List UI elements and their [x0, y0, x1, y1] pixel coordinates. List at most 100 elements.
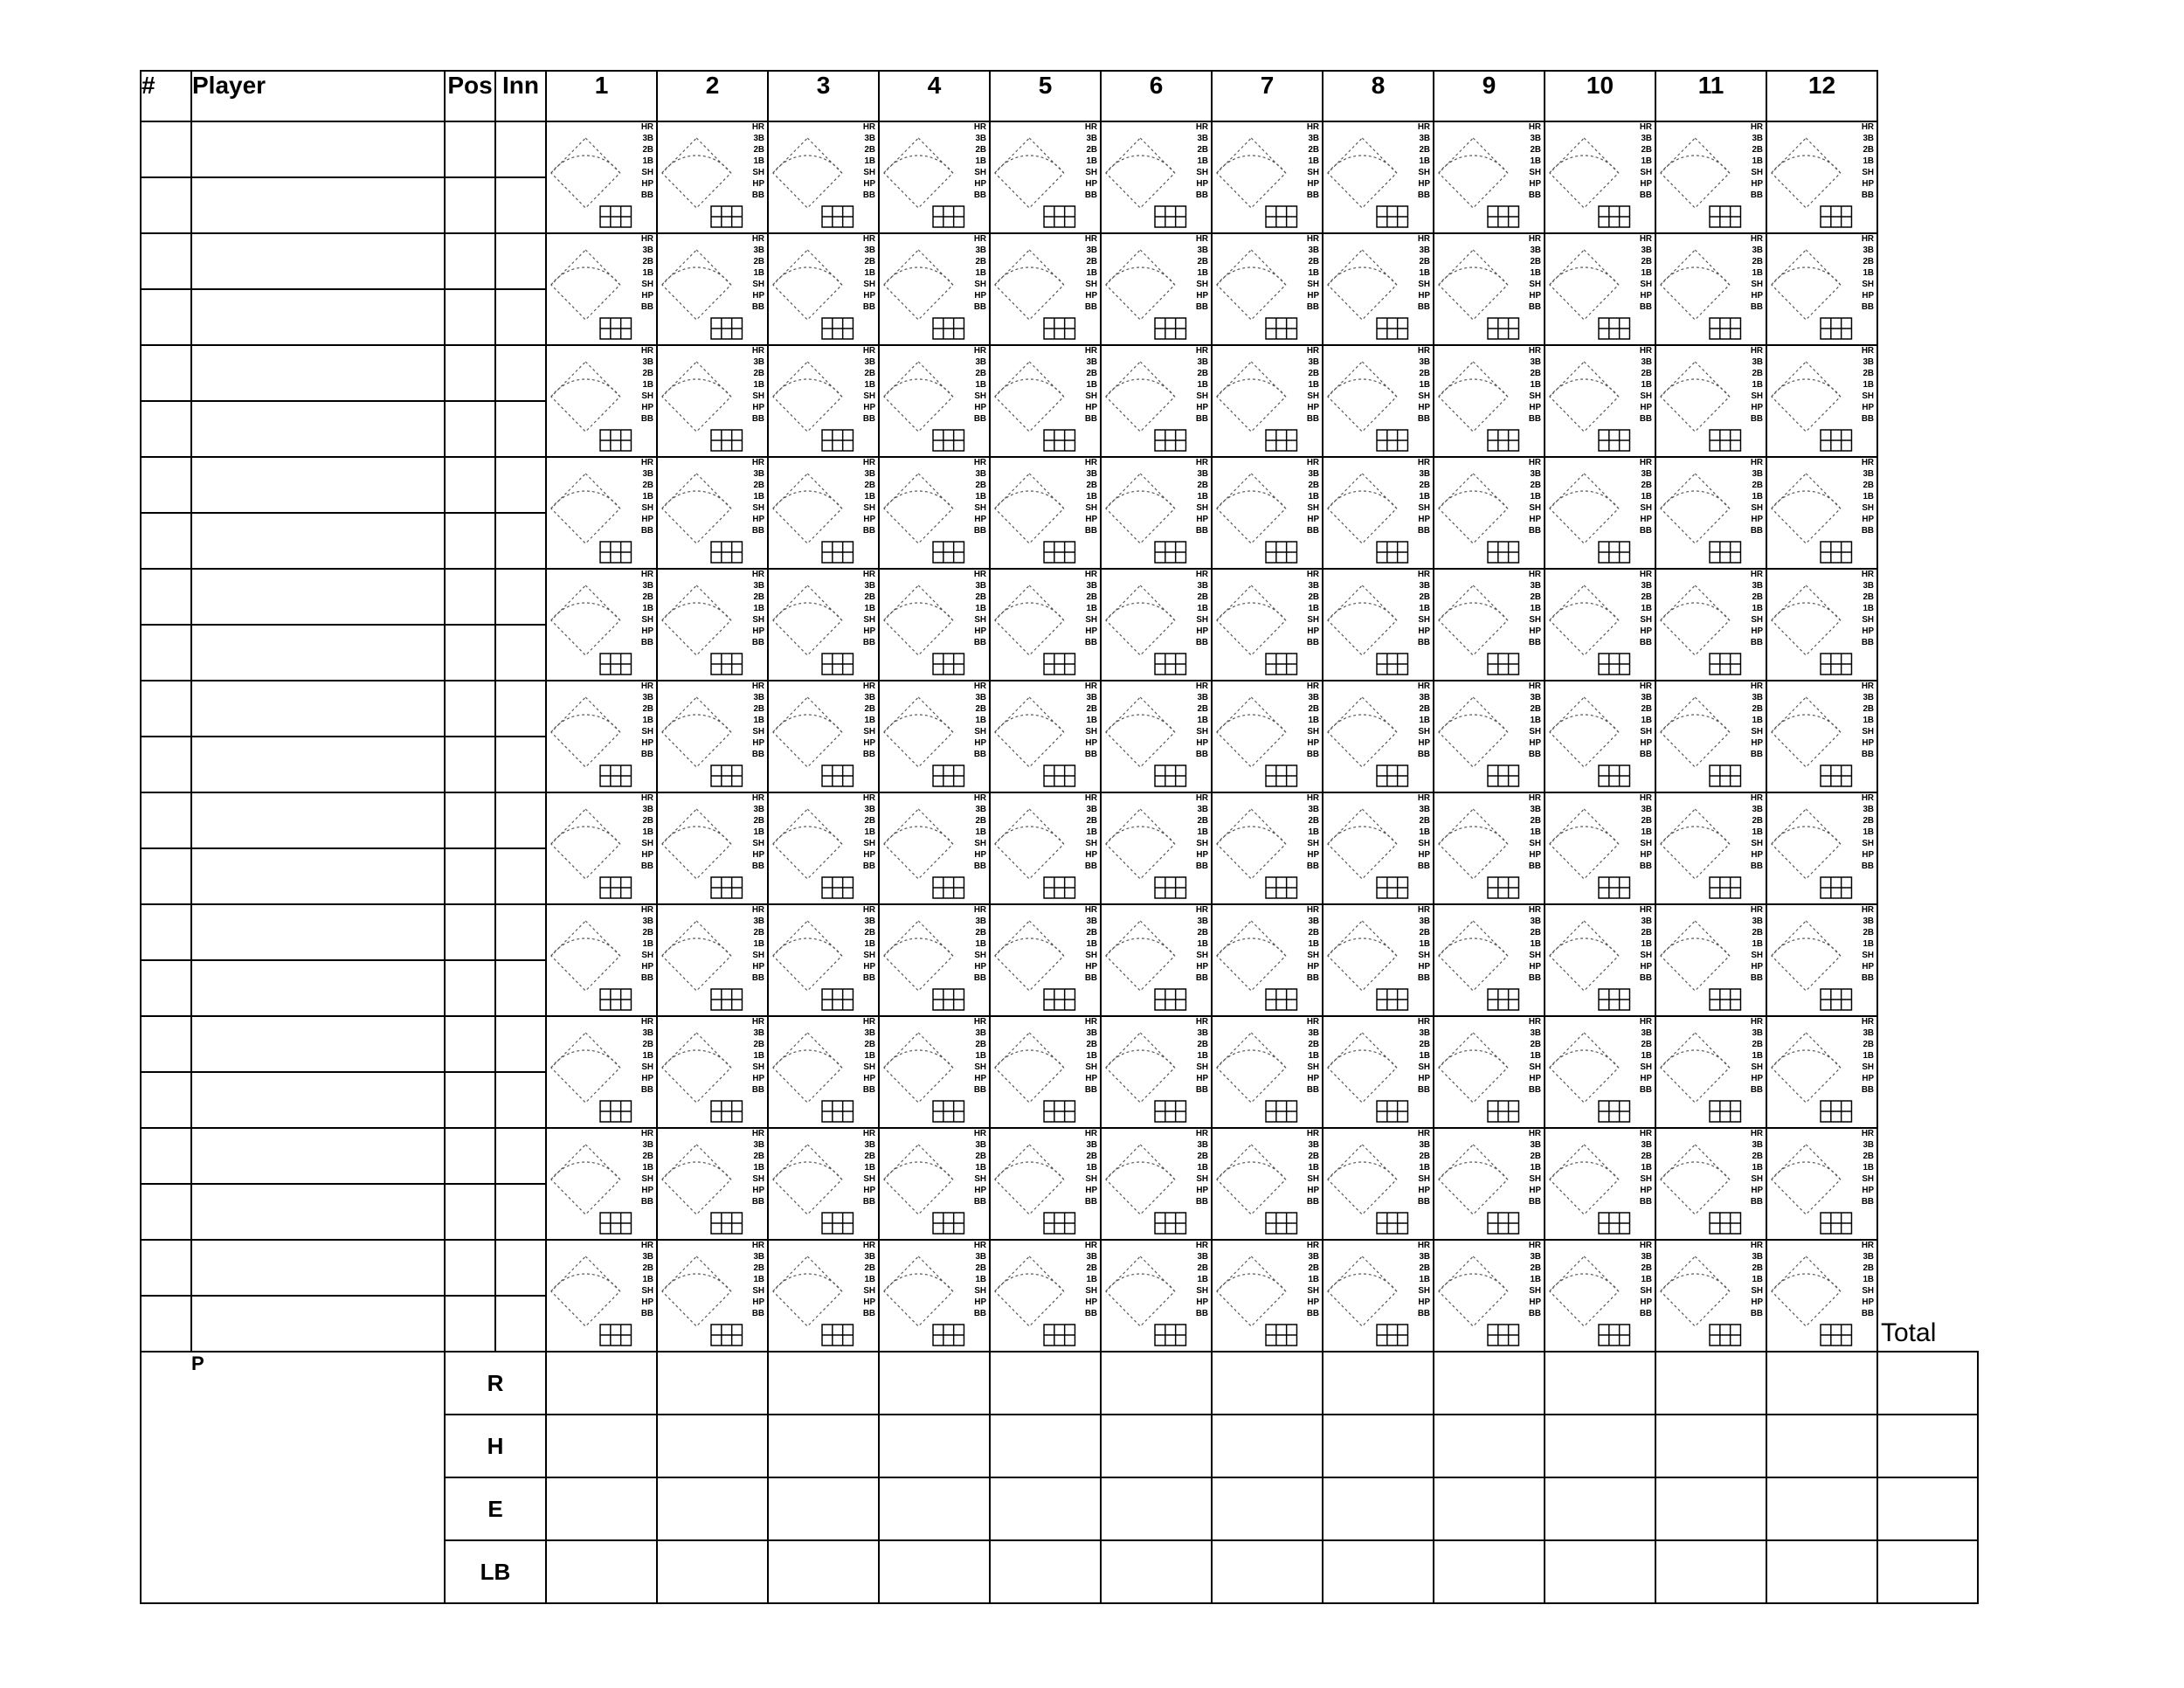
summary-value-cell[interactable] — [1766, 1352, 1877, 1415]
batter-inn-cell[interactable] — [495, 792, 546, 848]
summary-value-cell[interactable] — [1212, 1352, 1323, 1415]
summary-value-cell[interactable] — [990, 1415, 1101, 1477]
batter-inn-cell[interactable] — [495, 1128, 546, 1184]
summary-value-cell[interactable] — [1101, 1477, 1212, 1540]
batter-name-sub-cell[interactable] — [191, 737, 445, 792]
atbat-cell[interactable]: HR3B2B1BSHHPBB — [1212, 1128, 1323, 1240]
atbat-cell[interactable]: HR3B2B1BSHHPBB — [1766, 121, 1877, 233]
atbat-cell[interactable]: HR3B2B1BSHHPBB — [1434, 1240, 1545, 1352]
batter-num-cell[interactable] — [141, 457, 191, 513]
batter-pos-cell[interactable] — [445, 681, 495, 737]
atbat-cell[interactable]: HR3B2B1BSHHPBB — [1434, 233, 1545, 345]
batter-inn-sub-cell[interactable] — [495, 1184, 546, 1240]
summary-value-cell[interactable] — [1323, 1352, 1434, 1415]
batter-pos-cell[interactable] — [445, 345, 495, 401]
atbat-cell[interactable]: HR3B2B1BSHHPBB — [1655, 345, 1766, 457]
batter-num-cell[interactable] — [141, 233, 191, 289]
atbat-cell[interactable]: HR3B2B1BSHHPBB — [1323, 1128, 1434, 1240]
pitcher-num-cell[interactable] — [141, 1352, 191, 1603]
atbat-cell[interactable]: HR3B2B1BSHHPBB — [1655, 792, 1766, 904]
atbat-cell[interactable]: HR3B2B1BSHHPBB — [1101, 121, 1212, 233]
summary-value-cell[interactable] — [879, 1477, 990, 1540]
batter-num-sub-cell[interactable] — [141, 289, 191, 345]
summary-value-cell[interactable] — [1434, 1415, 1545, 1477]
atbat-cell[interactable]: HR3B2B1BSHHPBB — [768, 1016, 879, 1128]
batter-pos-sub-cell[interactable] — [445, 1296, 495, 1352]
batter-num-cell[interactable] — [141, 345, 191, 401]
atbat-cell[interactable]: HR3B2B1BSHHPBB — [1323, 681, 1434, 792]
atbat-cell[interactable]: HR3B2B1BSHHPBB — [879, 345, 990, 457]
atbat-cell[interactable]: HR3B2B1BSHHPBB — [1545, 233, 1655, 345]
atbat-cell[interactable]: HR3B2B1BSHHPBB — [1766, 1016, 1877, 1128]
batter-num-cell[interactable] — [141, 121, 191, 177]
atbat-cell[interactable]: HR3B2B1BSHHPBB — [1323, 345, 1434, 457]
batter-num-sub-cell[interactable] — [141, 625, 191, 681]
batter-name-sub-cell[interactable] — [191, 625, 445, 681]
summary-value-cell[interactable] — [1323, 1540, 1434, 1603]
atbat-cell[interactable]: HR3B2B1BSHHPBB — [657, 569, 768, 681]
atbat-cell[interactable]: HR3B2B1BSHHPBB — [768, 457, 879, 569]
summary-value-cell[interactable] — [1323, 1415, 1434, 1477]
atbat-cell[interactable]: HR3B2B1BSHHPBB — [768, 345, 879, 457]
atbat-cell[interactable]: HR3B2B1BSHHPBB — [1434, 1016, 1545, 1128]
summary-value-cell[interactable] — [546, 1352, 657, 1415]
summary-value-cell[interactable] — [990, 1540, 1101, 1603]
batter-pos-cell[interactable] — [445, 1240, 495, 1296]
atbat-cell[interactable]: HR3B2B1BSHHPBB — [879, 904, 990, 1016]
batter-pos-sub-cell[interactable] — [445, 401, 495, 457]
atbat-cell[interactable]: HR3B2B1BSHHPBB — [1655, 1128, 1766, 1240]
atbat-cell[interactable]: HR3B2B1BSHHPBB — [1101, 1240, 1212, 1352]
summary-value-cell[interactable] — [1101, 1352, 1212, 1415]
atbat-cell[interactable]: HR3B2B1BSHHPBB — [879, 792, 990, 904]
atbat-cell[interactable]: HR3B2B1BSHHPBB — [1655, 1240, 1766, 1352]
atbat-cell[interactable]: HR3B2B1BSHHPBB — [1766, 1240, 1877, 1352]
atbat-cell[interactable]: HR3B2B1BSHHPBB — [1212, 121, 1323, 233]
atbat-cell[interactable]: HR3B2B1BSHHPBB — [1655, 1016, 1766, 1128]
summary-value-cell[interactable] — [990, 1477, 1101, 1540]
atbat-cell[interactable]: HR3B2B1BSHHPBB — [990, 1240, 1101, 1352]
summary-value-cell[interactable] — [879, 1415, 990, 1477]
atbat-cell[interactable]: HR3B2B1BSHHPBB — [1323, 792, 1434, 904]
batter-num-cell[interactable] — [141, 569, 191, 625]
atbat-cell[interactable]: HR3B2B1BSHHPBB — [1545, 457, 1655, 569]
atbat-cell[interactable]: HR3B2B1BSHHPBB — [990, 1016, 1101, 1128]
batter-pos-cell[interactable] — [445, 121, 495, 177]
atbat-cell[interactable]: HR3B2B1BSHHPBB — [1212, 457, 1323, 569]
atbat-cell[interactable]: HR3B2B1BSHHPBB — [879, 233, 990, 345]
batter-inn-sub-cell[interactable] — [495, 737, 546, 792]
atbat-cell[interactable]: HR3B2B1BSHHPBB — [1766, 457, 1877, 569]
atbat-cell[interactable]: HR3B2B1BSHHPBB — [1655, 569, 1766, 681]
atbat-cell[interactable]: HR3B2B1BSHHPBB — [1101, 569, 1212, 681]
atbat-cell[interactable]: HR3B2B1BSHHPBB — [879, 457, 990, 569]
atbat-cell[interactable]: HR3B2B1BSHHPBB — [990, 792, 1101, 904]
atbat-cell[interactable]: HR3B2B1BSHHPBB — [1212, 233, 1323, 345]
atbat-cell[interactable]: HR3B2B1BSHHPBB — [1545, 121, 1655, 233]
summary-value-cell[interactable] — [657, 1540, 768, 1603]
atbat-cell[interactable]: HR3B2B1BSHHPBB — [1434, 792, 1545, 904]
atbat-cell[interactable]: HR3B2B1BSHHPBB — [546, 569, 657, 681]
atbat-cell[interactable]: HR3B2B1BSHHPBB — [657, 457, 768, 569]
batter-name-cell[interactable] — [191, 792, 445, 848]
atbat-cell[interactable]: HR3B2B1BSHHPBB — [1434, 345, 1545, 457]
summary-value-cell[interactable] — [546, 1415, 657, 1477]
batter-name-sub-cell[interactable] — [191, 1296, 445, 1352]
batter-name-sub-cell[interactable] — [191, 960, 445, 1016]
atbat-cell[interactable]: HR3B2B1BSHHPBB — [1101, 1128, 1212, 1240]
summary-value-cell[interactable] — [546, 1477, 657, 1540]
batter-inn-cell[interactable] — [495, 233, 546, 289]
atbat-cell[interactable]: HR3B2B1BSHHPBB — [1655, 681, 1766, 792]
batter-inn-cell[interactable] — [495, 681, 546, 737]
atbat-cell[interactable]: HR3B2B1BSHHPBB — [768, 1240, 879, 1352]
summary-value-cell[interactable] — [1545, 1540, 1655, 1603]
batter-num-cell[interactable] — [141, 1128, 191, 1184]
atbat-cell[interactable]: HR3B2B1BSHHPBB — [768, 1128, 879, 1240]
batter-pos-sub-cell[interactable] — [445, 1072, 495, 1128]
atbat-cell[interactable]: HR3B2B1BSHHPBB — [1101, 681, 1212, 792]
atbat-cell[interactable]: HR3B2B1BSHHPBB — [1323, 457, 1434, 569]
atbat-cell[interactable]: HR3B2B1BSHHPBB — [1101, 904, 1212, 1016]
batter-inn-sub-cell[interactable] — [495, 289, 546, 345]
atbat-cell[interactable]: HR3B2B1BSHHPBB — [657, 345, 768, 457]
summary-value-cell[interactable] — [768, 1352, 879, 1415]
atbat-cell[interactable]: HR3B2B1BSHHPBB — [1766, 233, 1877, 345]
summary-value-cell[interactable] — [1212, 1540, 1323, 1603]
